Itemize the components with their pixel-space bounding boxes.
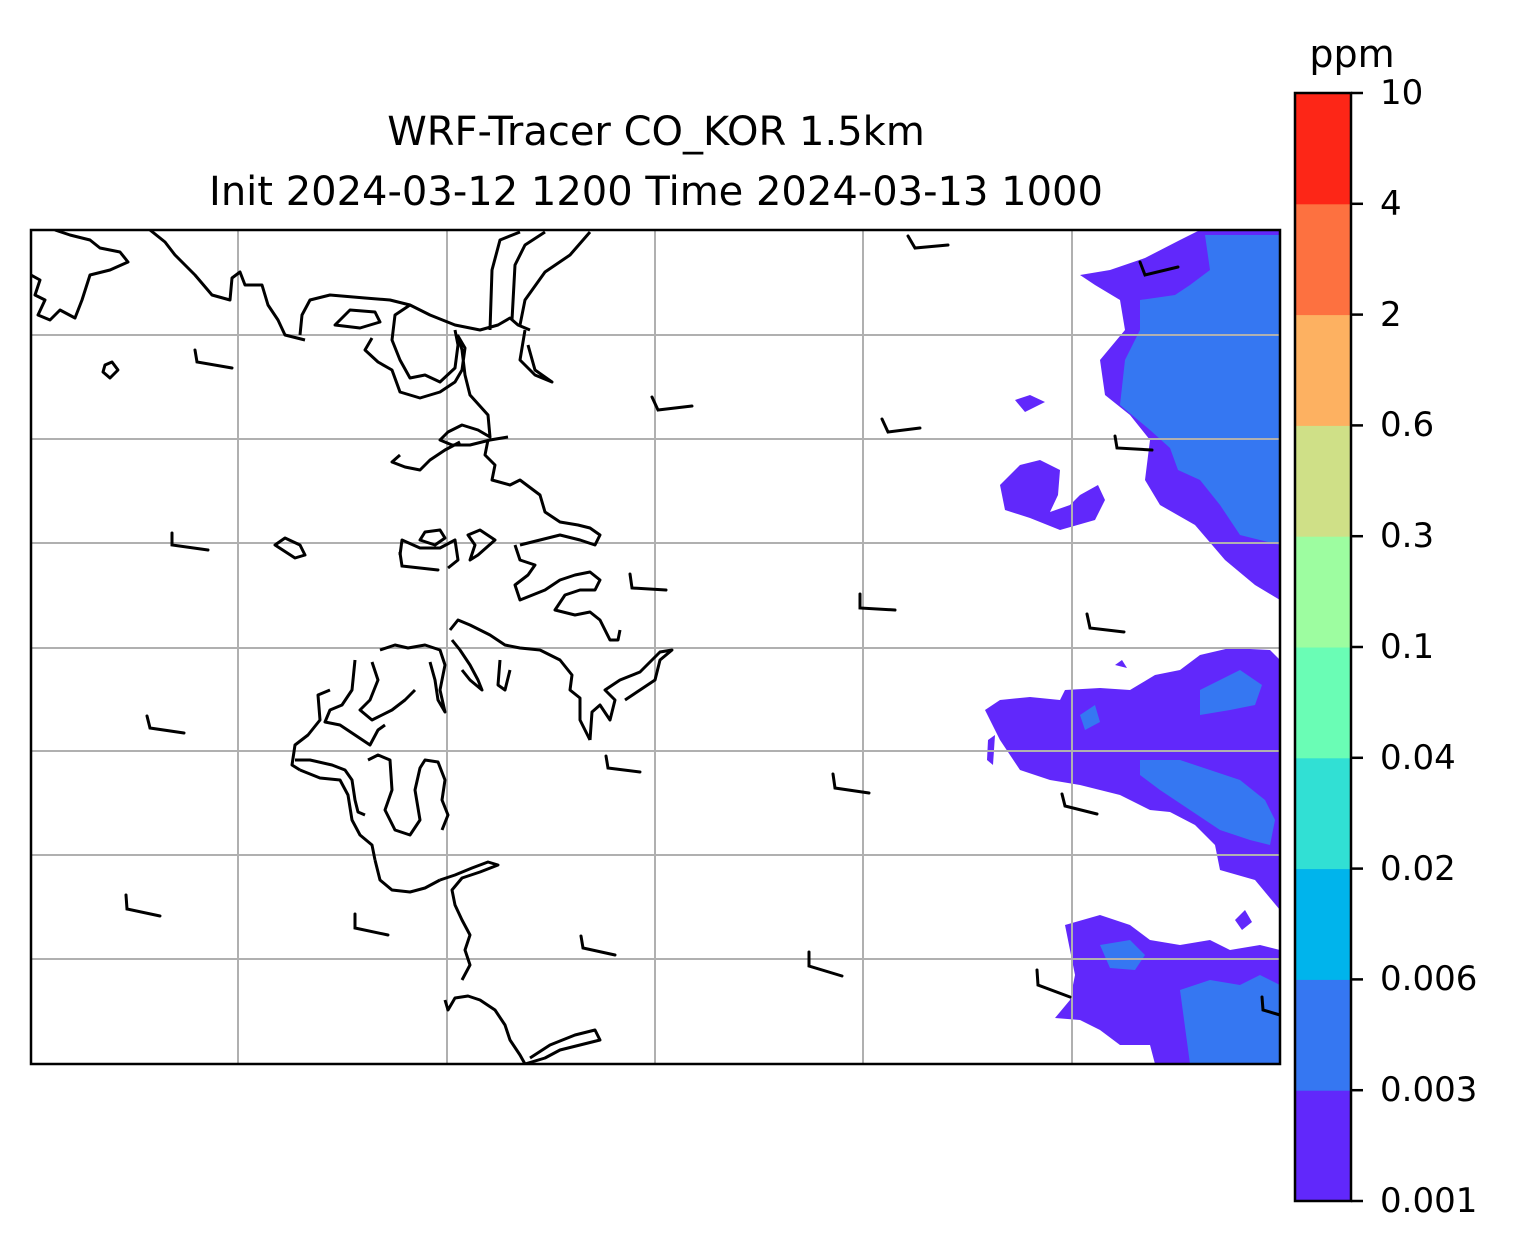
wind-barb: [1138, 260, 1180, 277]
wind-barb: [398, 551, 440, 572]
colorbar-tick-label: 4: [1380, 183, 1402, 224]
tracer-band-0.003-north: [1120, 235, 1280, 545]
wind-barb: [650, 395, 694, 412]
wind-barb: [858, 592, 897, 612]
colorbar-band: [1295, 203, 1351, 316]
wind-barb: [579, 934, 617, 957]
wind-barb: [1113, 434, 1154, 452]
wind-barb: [1035, 968, 1072, 999]
colorbar-tick-label: 0.02: [1380, 848, 1456, 889]
map-gridlines: [31, 230, 1280, 1064]
tracer-band-0.003-south: [1100, 940, 1280, 1064]
wind-barb: [170, 531, 210, 552]
wind-barb: [807, 950, 844, 978]
wind-barb: [1060, 792, 1099, 816]
wind-barb: [1085, 612, 1126, 634]
wind-barb: [1260, 995, 1280, 1017]
colorbar-tick-label: 0.1: [1380, 627, 1435, 667]
wind-barb: [353, 912, 390, 937]
colorbar-tick-label: 2: [1380, 294, 1402, 335]
wind-barb: [604, 754, 642, 774]
wind-barb: [193, 348, 234, 370]
wind-barb: [906, 234, 950, 250]
wind-barbs: [124, 234, 1280, 1017]
colorbar-band: [1295, 93, 1351, 205]
colorbar-tick-label: 10: [1380, 73, 1424, 113]
wind-barb: [124, 893, 162, 918]
colorbar-band: [1295, 1090, 1351, 1202]
colorbar-band: [1295, 536, 1351, 648]
colorbar-unit-label: ppm: [1309, 32, 1395, 76]
wind-barb: [880, 417, 922, 434]
chart-title-line1: WRF-Tracer CO_KOR 1.5km: [387, 109, 925, 155]
colorbar-tick-label: 0.006: [1380, 959, 1478, 1000]
tracer-band-0.001-blob1: [1000, 460, 1105, 530]
colorbar-band: [1295, 868, 1351, 980]
tracer-band-0.003-middle: [1080, 670, 1275, 845]
colorbar-tick-label: 0.003: [1380, 1070, 1478, 1111]
colorbar-tick-label: 0.6: [1380, 405, 1435, 446]
tracer-band-0.001-blob2: [1015, 395, 1045, 412]
colorbar-tick-label: 0.3: [1380, 516, 1435, 557]
colorbar: [1295, 93, 1351, 1202]
colorbar-band: [1295, 757, 1351, 870]
colorbar-tick-label: 0.001: [1380, 1181, 1478, 1221]
colorbar-band: [1295, 314, 1351, 426]
wind-barb: [831, 772, 871, 795]
tracer-fill-layer: [985, 230, 1280, 1064]
colorbar-band: [1295, 425, 1351, 537]
colorbar-ticks: [1351, 91, 1363, 1203]
colorbar-tick-label: 0.04: [1380, 737, 1456, 778]
wind-barb: [628, 572, 668, 592]
coastlines: [31, 230, 674, 1064]
wind-barb: [145, 714, 186, 735]
colorbar-band: [1295, 979, 1351, 1091]
colorbar-band: [1295, 647, 1351, 759]
map-frame: [29, 228, 1282, 1066]
chart-title-line2: Init 2024-03-12 1200 Time 2024-03-13 100…: [209, 169, 1103, 215]
